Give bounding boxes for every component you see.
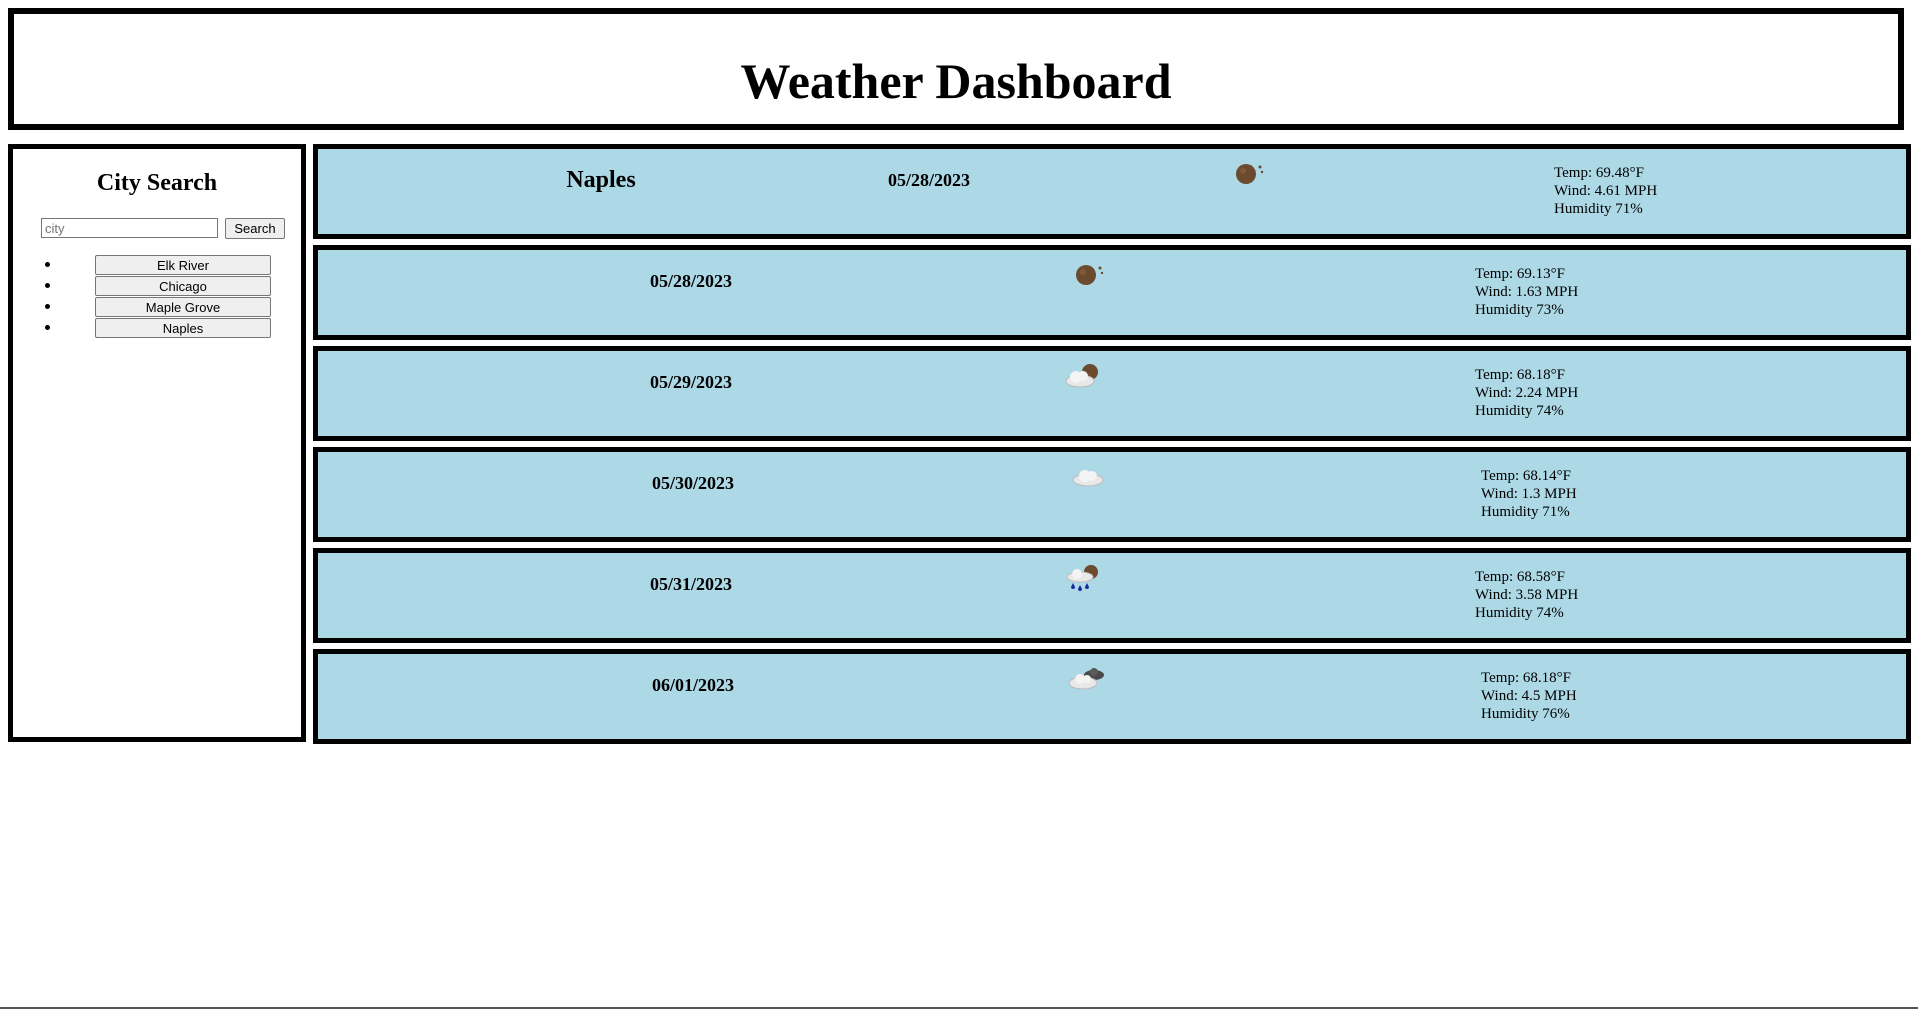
- forecast-temp: Temp: 69.13°F: [1475, 266, 1565, 282]
- forecast-date: 06/01/2023: [651, 675, 734, 695]
- current-city-name: Naples: [566, 167, 636, 193]
- forecast-stats: Temp: 68.14°F Wind: 1.3 MPH Humidity 71%: [1481, 467, 1577, 521]
- current-temp: Temp: 69.48°F: [1554, 165, 1644, 181]
- page-title: Weather Dashboard: [740, 53, 1172, 109]
- bullet-icon: [45, 283, 50, 288]
- current-humidity: Humidity 71%: [1554, 201, 1643, 217]
- forecast-humidity: Humidity 76%: [1481, 706, 1570, 722]
- forecast-temp: Temp: 68.18°F: [1481, 670, 1571, 686]
- forecast-wind: Wind: 1.3 MPH: [1481, 486, 1577, 502]
- forecast-wind: Wind: 4.5 MPH: [1481, 688, 1577, 704]
- forecast-humidity: Humidity 71%: [1481, 504, 1570, 520]
- current-weather-card: Naples 05/28/2023 Temp: 69.48°F Wind: 4.…: [313, 144, 1911, 239]
- forecast-stats: Temp: 69.13°F Wind: 1.63 MPH Humidity 73…: [1475, 265, 1578, 319]
- forecast-temp: Temp: 68.58°F: [1475, 569, 1565, 585]
- night-clear-icon: [1236, 164, 1264, 184]
- city-search-input[interactable]: [41, 218, 218, 238]
- forecast-card: 06/01/2023 Temp: 68.18°F Wind: 4.5 MPH H…: [313, 649, 1911, 744]
- history-button-elk-river[interactable]: Elk River: [95, 255, 271, 275]
- history-button-naples[interactable]: Naples: [95, 318, 271, 338]
- bullet-icon: [45, 262, 50, 267]
- forecast-wind: Wind: 2.24 MPH: [1475, 385, 1579, 401]
- forecast-humidity: Humidity 74%: [1475, 605, 1564, 621]
- search-button[interactable]: Search: [225, 218, 285, 239]
- forecast-date: 05/30/2023: [651, 473, 734, 493]
- forecast-humidity: Humidity 73%: [1475, 302, 1564, 318]
- forecast-temp: Temp: 68.18°F: [1475, 367, 1565, 383]
- forecast-stats: Temp: 68.58°F Wind: 3.58 MPH Humidity 74…: [1475, 568, 1578, 622]
- forecast-card: 05/28/2023 Temp: 69.13°F Wind: 1.63 MPH …: [313, 245, 1911, 340]
- city-search-title: City Search: [96, 170, 218, 196]
- window-bottom-edge: [0, 1007, 1918, 1009]
- history-button-chicago[interactable]: Chicago: [95, 276, 271, 296]
- forecast-date: 05/29/2023: [649, 372, 732, 392]
- partly-cloudy-icon: [1065, 364, 1098, 388]
- current-wind: Wind: 4.61 MPH: [1554, 183, 1658, 199]
- page-header: Weather Dashboard: [8, 8, 1904, 130]
- forecast-stats: Temp: 68.18°F Wind: 2.24 MPH Humidity 74…: [1475, 366, 1578, 420]
- forecast-date: 05/31/2023: [649, 574, 732, 594]
- forecast-stats: Temp: 68.18°F Wind: 4.5 MPH Humidity 76%: [1481, 669, 1577, 723]
- cloud-icon: [1072, 470, 1104, 487]
- night-clear-icon: [1076, 265, 1104, 285]
- forecast-card: 05/29/2023 Temp: 68.18°F Wind: 2.24 MPH …: [313, 346, 1911, 441]
- forecast-wind: Wind: 3.58 MPH: [1475, 587, 1579, 603]
- current-stats: Temp: 69.48°F Wind: 4.61 MPH Humidity 71…: [1554, 164, 1657, 218]
- rain-icon: [1066, 565, 1098, 591]
- forecast-card: 05/31/2023 Temp: 68.58°F Wind: 3.58 MPH …: [313, 548, 1911, 643]
- forecast-humidity: Humidity 74%: [1475, 403, 1564, 419]
- history-button-maple-grove[interactable]: Maple Grove: [95, 297, 271, 317]
- forecast-date: 05/28/2023: [649, 271, 732, 291]
- forecast-card: 05/30/2023 Temp: 68.14°F Wind: 1.3 MPH H…: [313, 447, 1911, 542]
- broken-clouds-icon: [1068, 668, 1104, 690]
- bullet-icon: [45, 325, 50, 330]
- current-date: 05/28/2023: [887, 170, 970, 190]
- city-search-panel: City Search Search Elk River Chicago Map…: [8, 144, 306, 742]
- bullet-icon: [45, 304, 50, 309]
- forecast-wind: Wind: 1.63 MPH: [1475, 284, 1579, 300]
- forecast-temp: Temp: 68.14°F: [1481, 468, 1571, 484]
